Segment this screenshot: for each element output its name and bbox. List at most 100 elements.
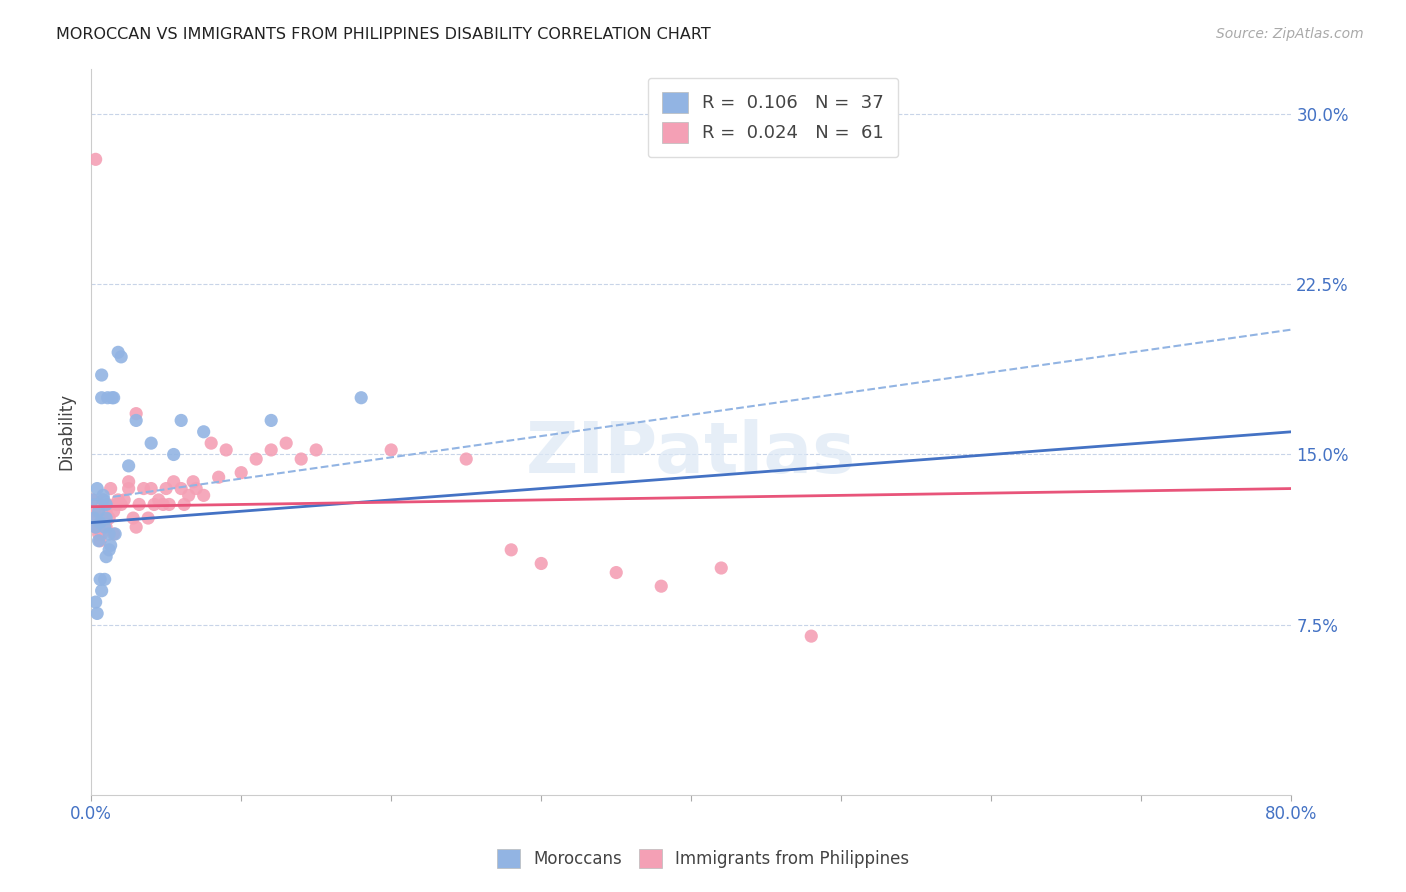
Point [125, 520, 148, 534]
Point [110, 350, 132, 364]
Point [89, 533, 111, 548]
Point [118, 475, 141, 489]
Point [100, 538, 122, 552]
Point [93, 573, 115, 587]
Point [276, 436, 298, 450]
Point [90, 368, 112, 382]
Point [110, 498, 132, 512]
Text: ZIPatlas: ZIPatlas [526, 419, 856, 488]
Point [105, 498, 128, 512]
Point [170, 482, 193, 496]
Point [605, 566, 627, 580]
Point [87, 527, 110, 541]
Point [91, 488, 114, 502]
Point [456, 452, 478, 467]
Point [132, 482, 155, 496]
Point [89, 573, 111, 587]
Point [173, 498, 195, 512]
Point [96, 498, 118, 512]
Point [100, 482, 122, 496]
Point [96, 549, 118, 564]
Point [93, 511, 115, 525]
Point [260, 442, 283, 457]
Text: Source: ZipAtlas.com: Source: ZipAtlas.com [1216, 27, 1364, 41]
Legend: R =  0.106   N =  37, R =  0.024   N =  61: R = 0.106 N = 37, R = 0.024 N = 61 [648, 78, 898, 157]
Point [82, 492, 104, 507]
Point [98, 511, 121, 525]
Y-axis label: Disability: Disability [58, 393, 75, 470]
Point [96, 504, 118, 518]
Point [650, 579, 672, 593]
Point [118, 482, 141, 496]
Point [86, 607, 108, 621]
Point [97, 391, 120, 405]
Point [103, 504, 125, 518]
Point [107, 492, 129, 507]
Point [177, 488, 200, 502]
Point [98, 527, 121, 541]
Point [90, 527, 112, 541]
Point [83, 511, 105, 525]
Point [103, 391, 125, 405]
Point [231, 466, 253, 480]
Point [163, 448, 186, 462]
Point [87, 520, 110, 534]
Point [157, 498, 180, 512]
Legend: Moroccans, Immigrants from Philippines: Moroccans, Immigrants from Philippines [489, 842, 917, 875]
Point [215, 442, 238, 457]
Point [181, 475, 204, 489]
Point [84, 520, 107, 534]
Point [200, 436, 222, 450]
Point [87, 504, 110, 518]
Point [83, 504, 105, 518]
Point [118, 458, 141, 473]
Point [107, 345, 129, 359]
Point [98, 542, 121, 557]
Point [93, 520, 115, 534]
Point [530, 557, 553, 571]
Text: MOROCCAN VS IMMIGRANTS FROM PHILIPPINES DISABILITY CORRELATION CHART: MOROCCAN VS IMMIGRANTS FROM PHILIPPINES … [56, 27, 711, 42]
Point [193, 488, 215, 502]
Point [193, 425, 215, 439]
Point [86, 511, 108, 525]
Point [141, 436, 163, 450]
Point [350, 391, 373, 405]
Point [710, 561, 733, 575]
Point [90, 391, 112, 405]
Point [87, 533, 110, 548]
Point [208, 470, 231, 484]
Point [91, 492, 114, 507]
Point [86, 482, 108, 496]
Point [101, 391, 124, 405]
Point [245, 452, 267, 467]
Point [91, 492, 114, 507]
Point [163, 475, 186, 489]
Point [136, 511, 159, 525]
Point [103, 527, 125, 541]
Point [84, 153, 107, 167]
Point [186, 482, 208, 496]
Point [290, 452, 312, 467]
Point [380, 442, 402, 457]
Point [141, 482, 163, 496]
Point [97, 498, 120, 512]
Point [143, 498, 166, 512]
Point [89, 516, 111, 530]
Point [155, 482, 177, 496]
Point [104, 527, 127, 541]
Point [122, 511, 145, 525]
Point [96, 520, 118, 534]
Point [125, 407, 148, 421]
Point [90, 583, 112, 598]
Point [84, 595, 107, 609]
Point [91, 498, 114, 512]
Point [800, 629, 823, 643]
Point [82, 492, 104, 507]
Point [305, 442, 328, 457]
Point [170, 413, 193, 427]
Point [84, 520, 107, 534]
Point [260, 413, 283, 427]
Point [501, 542, 523, 557]
Point [96, 511, 118, 525]
Point [125, 413, 148, 427]
